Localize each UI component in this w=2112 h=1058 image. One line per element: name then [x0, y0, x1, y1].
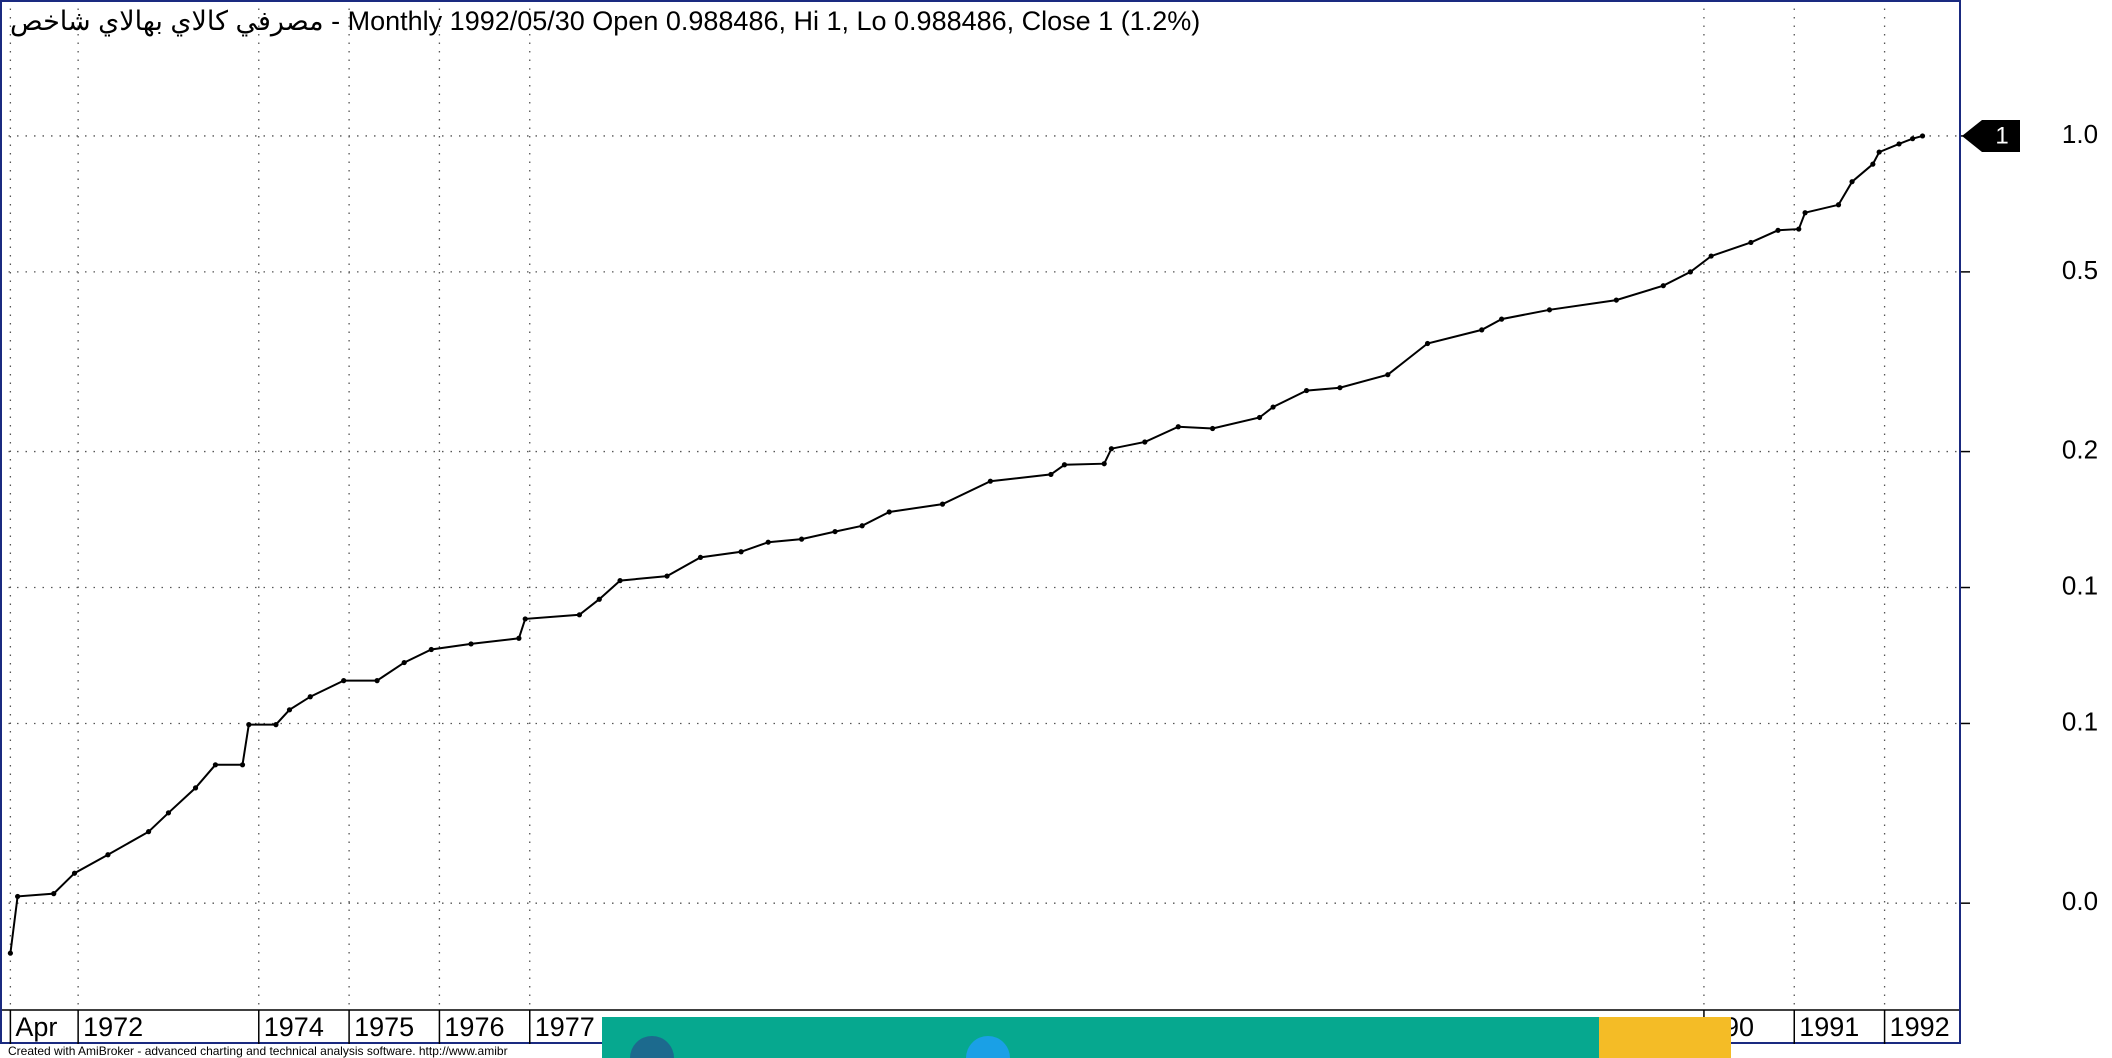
- price-point: [738, 549, 744, 555]
- price-point: [697, 554, 704, 561]
- marks-layer: [7, 133, 1926, 956]
- price-point: [1876, 149, 1882, 155]
- y-tick-label: 0.1: [2062, 706, 2098, 736]
- y-tick-label: 0.1: [2062, 570, 2098, 600]
- price-point: [145, 829, 152, 835]
- price-point: [401, 659, 407, 666]
- price-point: [799, 536, 805, 542]
- price-point: [987, 478, 993, 484]
- price-point: [522, 616, 528, 622]
- price-point: [1061, 462, 1068, 468]
- price-point: [1499, 316, 1505, 322]
- price-point: [192, 785, 199, 791]
- price-point: [1909, 136, 1916, 142]
- footer: Created with AmiBroker - advanced charti…: [8, 1044, 508, 1058]
- price-point: [1775, 227, 1781, 233]
- x-tick-label: 1974: [264, 1012, 324, 1042]
- y-tick-label: 0.5: [2062, 255, 2098, 285]
- price-point: [765, 539, 771, 545]
- price-point: [1687, 269, 1693, 275]
- x-tick-label: 1976: [444, 1012, 504, 1042]
- y-tick-label: 0.2: [2062, 434, 2098, 464]
- price-point: [1870, 161, 1876, 167]
- y-tick-label: 1.0: [2062, 119, 2098, 149]
- banner-teal: [602, 1017, 1599, 1058]
- price-point: [7, 950, 13, 956]
- last-value-marker: [1962, 119, 2020, 152]
- price-point: [859, 523, 865, 529]
- price-point: [71, 870, 78, 876]
- price-point: [1802, 210, 1808, 216]
- price-point: [1256, 414, 1263, 421]
- price-point: [428, 646, 434, 653]
- price-point: [886, 509, 892, 515]
- price-point: [1424, 340, 1431, 347]
- price-point: [1613, 297, 1619, 303]
- price-point: [1209, 425, 1216, 432]
- x-tick-label: 1992: [1890, 1012, 1950, 1042]
- price-point: [664, 573, 670, 579]
- price-point: [105, 852, 111, 858]
- price-point: [239, 762, 246, 768]
- price-point: [1385, 372, 1391, 378]
- x-tick-label: 1977: [535, 1012, 595, 1042]
- banner-icon: [966, 1036, 1010, 1058]
- price-point: [1101, 461, 1107, 467]
- price-point: [1660, 283, 1666, 289]
- banner-icon: [630, 1036, 674, 1058]
- price-point: [1108, 446, 1115, 452]
- price-point: [1896, 141, 1902, 147]
- price-point: [516, 635, 522, 641]
- y-tick-label: 0.0: [2062, 886, 2098, 916]
- price-point: [576, 612, 583, 618]
- price-point: [1546, 307, 1553, 313]
- price-point: [1748, 239, 1754, 246]
- price-point: [1048, 471, 1054, 478]
- price-point: [1708, 253, 1714, 259]
- price-point: [1303, 387, 1310, 394]
- price-point: [374, 678, 380, 684]
- price-point: [596, 596, 602, 602]
- price-point: [1849, 179, 1855, 185]
- price-point: [286, 707, 293, 713]
- price-point: [165, 810, 172, 816]
- ad-banner: [602, 1017, 1731, 1058]
- price-point: [1835, 202, 1842, 208]
- price-point: [1142, 439, 1148, 445]
- x-tick-label: 1991: [1799, 1012, 1859, 1042]
- price-point: [15, 893, 21, 900]
- price-point: [1270, 404, 1276, 410]
- price-point: [468, 641, 474, 647]
- last-value-label: 1: [1995, 122, 2008, 149]
- price-point: [1337, 385, 1343, 391]
- price-point: [617, 577, 623, 584]
- price-point: [1919, 133, 1926, 139]
- banner-yellow: [1599, 1017, 1731, 1058]
- price-point: [939, 501, 946, 507]
- price-point: [307, 694, 313, 700]
- price-point: [832, 528, 838, 535]
- x-tick-label: Apr: [15, 1012, 57, 1042]
- price-point: [1479, 327, 1485, 333]
- price-point: [1796, 226, 1802, 232]
- x-tick-label: 1975: [354, 1012, 414, 1042]
- grid-layer: [0, 0, 1970, 1010]
- price-point: [246, 722, 252, 728]
- price-point: [1175, 424, 1181, 430]
- price-point: [51, 890, 57, 897]
- price-point: [341, 678, 347, 684]
- chart-title: مصرفي كالاي بهالاي شاخص - Monthly 1992/0…: [10, 6, 1200, 37]
- price-point: [273, 722, 279, 728]
- price-point: [212, 762, 219, 768]
- x-tick-label: 1972: [83, 1012, 143, 1042]
